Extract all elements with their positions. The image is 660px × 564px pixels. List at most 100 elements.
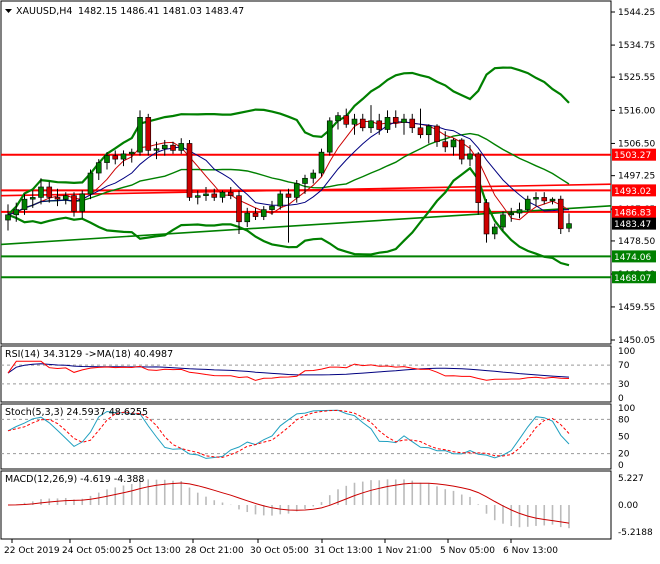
time-tick-label: 28 Oct 21:00 xyxy=(185,546,244,556)
rsi-header: RSI(14) 34.3129 ->MA(18) 40.4987 xyxy=(5,349,173,360)
price-tick-label: 1450.05 xyxy=(618,336,655,346)
time-tick-label: 1 Nov 21:00 xyxy=(377,546,432,556)
time-tick-label: 31 Oct 13:00 xyxy=(314,546,373,556)
candle-body xyxy=(62,195,69,200)
candle-body xyxy=(161,144,168,149)
candle-body xyxy=(252,212,259,217)
candle-body xyxy=(170,144,176,151)
candle-body xyxy=(425,125,432,136)
candle-body xyxy=(260,209,267,217)
candle-body xyxy=(467,153,473,160)
candle-body xyxy=(211,193,218,198)
candle-body xyxy=(219,191,226,198)
candle-body xyxy=(516,209,523,214)
candle-body xyxy=(269,205,275,210)
candle-body xyxy=(71,195,77,212)
candle-body xyxy=(541,197,548,202)
stoch-tick-label: 80 xyxy=(618,415,630,425)
rsi-tick-label: 70 xyxy=(618,361,630,371)
price-tick-label: 1544.25 xyxy=(618,8,655,18)
candle-body xyxy=(178,143,185,151)
candle-body xyxy=(343,115,350,125)
time-tick-label: 22 Oct 2019 xyxy=(4,546,60,556)
candle-body xyxy=(13,209,20,216)
candle-body xyxy=(244,212,251,223)
candle-body xyxy=(153,148,160,151)
candle-body xyxy=(376,120,383,130)
trend-line xyxy=(0,204,612,246)
bollinger-upper-band xyxy=(7,66,570,216)
candle-body xyxy=(194,195,201,198)
candle-body xyxy=(29,197,36,200)
ohlc-readout: 1482.15 1486.41 1481.03 1483.47 xyxy=(78,6,244,17)
stoch-tick-label: 20 xyxy=(618,450,630,460)
candle-body xyxy=(508,212,515,216)
rsi-line xyxy=(7,360,570,381)
price-tick-label: 1459.55 xyxy=(618,303,655,313)
collapse-triangle-icon[interactable] xyxy=(5,9,12,13)
candle-body xyxy=(87,172,94,195)
candle-body xyxy=(475,153,482,203)
level-tag-label: 1486.83 xyxy=(614,208,651,218)
candle-body xyxy=(145,117,152,151)
rsi-panel xyxy=(0,345,612,403)
candle-body xyxy=(533,197,539,200)
level-tag-label: 1483.47 xyxy=(614,220,651,230)
candle-body xyxy=(236,195,242,223)
time-tick-label: 30 Oct 05:00 xyxy=(250,546,309,556)
candle-body xyxy=(46,186,53,198)
price-tick-label: 1534.75 xyxy=(618,41,655,51)
macd-tick-label: 5.227 xyxy=(618,474,644,484)
stoch-k-line xyxy=(7,409,570,459)
candle-body xyxy=(277,193,284,207)
price-tick-label: 1525.55 xyxy=(618,73,655,83)
candle-body xyxy=(409,118,416,129)
time-tick-label: 25 Oct 13:00 xyxy=(122,546,181,556)
level-tag xyxy=(612,184,656,197)
candle-body xyxy=(359,118,366,129)
candle-body xyxy=(104,155,110,163)
candle-body xyxy=(318,151,325,174)
price-tick-label: 1478.50 xyxy=(618,237,655,247)
candle-body xyxy=(549,198,556,202)
candle-body xyxy=(186,143,193,198)
candle-body xyxy=(285,193,292,198)
bollinger-middle-band xyxy=(7,132,570,216)
time-tick-label: 24 Oct 05:00 xyxy=(62,546,121,556)
macd-signal-line xyxy=(7,482,570,524)
level-tag xyxy=(612,250,656,263)
rsi-tick-label: 100 xyxy=(618,347,635,357)
price-tick-label: 1506.50 xyxy=(618,139,655,149)
rsi-tick-label: 30 xyxy=(618,380,630,390)
candle-body xyxy=(227,191,234,196)
candle-body xyxy=(54,197,61,200)
macd-panel xyxy=(0,470,612,540)
candle-body xyxy=(38,186,44,198)
rsi-ma-line xyxy=(7,363,570,378)
level-tag-label: 1468.07 xyxy=(614,274,651,284)
candle-body xyxy=(335,115,341,122)
candle-body xyxy=(302,177,308,184)
candle-body xyxy=(203,193,209,196)
candle-body xyxy=(79,193,86,212)
candle-body xyxy=(450,139,457,148)
price-tick-label: 1516.00 xyxy=(618,106,655,116)
candle-body xyxy=(524,198,531,210)
level-tag-label: 1493.02 xyxy=(614,187,651,197)
stoch-tick-label: 50 xyxy=(618,433,630,443)
candle-body xyxy=(458,139,465,160)
candle-body xyxy=(21,198,28,210)
candle-body xyxy=(120,153,127,160)
rsi-tick-label: 0 xyxy=(618,394,624,404)
level-tag xyxy=(612,271,656,284)
level-tag xyxy=(612,217,656,230)
macd-tick-label: 0.00 xyxy=(618,501,638,511)
candle-body xyxy=(112,155,119,160)
level-tag xyxy=(612,148,656,161)
candle-body xyxy=(417,127,424,136)
level-tag-label: 1474.06 xyxy=(614,253,651,263)
candle-body xyxy=(95,162,102,174)
candle-body xyxy=(368,120,374,129)
candle-body xyxy=(401,118,407,123)
